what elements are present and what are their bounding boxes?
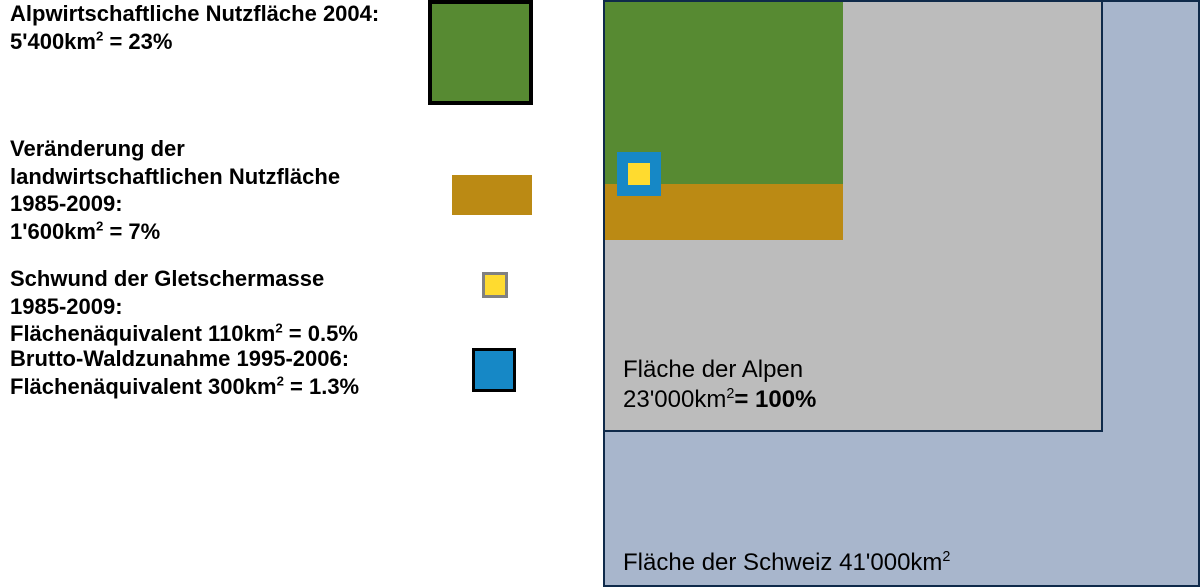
legend-swatch-yellow xyxy=(482,272,508,298)
label-alpen: Fläche der Alpen 23'000km2= 100% xyxy=(623,355,816,415)
label-schweiz: Fläche der Schweiz 41'000km2 xyxy=(623,548,950,578)
stage: Alpwirtschaftliche Nutzfläche 2004:5'400… xyxy=(0,0,1200,587)
label-alpen-line1: Fläche der Alpen xyxy=(623,355,816,385)
legend-text-yellow: Schwund der Gletschermasse 1985-2009:Flä… xyxy=(10,265,380,348)
legend-swatch-green xyxy=(428,0,533,105)
area-diagram: Fläche der Alpen 23'000km2= 100% Fläche … xyxy=(603,0,1200,587)
legend-text-blue: Brutto-Waldzunahme 1995-2006:Flächenäqui… xyxy=(10,345,380,400)
label-alpen-line2: 23'000km2= 100% xyxy=(623,385,816,415)
legend-swatch-blue xyxy=(472,348,516,392)
legend-text-ochre: Veränderung der landwirtschaftlichen Nut… xyxy=(10,135,380,245)
box-yellow xyxy=(628,163,650,185)
legend-text-green: Alpwirtschaftliche Nutzfläche 2004:5'400… xyxy=(10,0,380,55)
legend-swatch-ochre xyxy=(452,175,532,215)
